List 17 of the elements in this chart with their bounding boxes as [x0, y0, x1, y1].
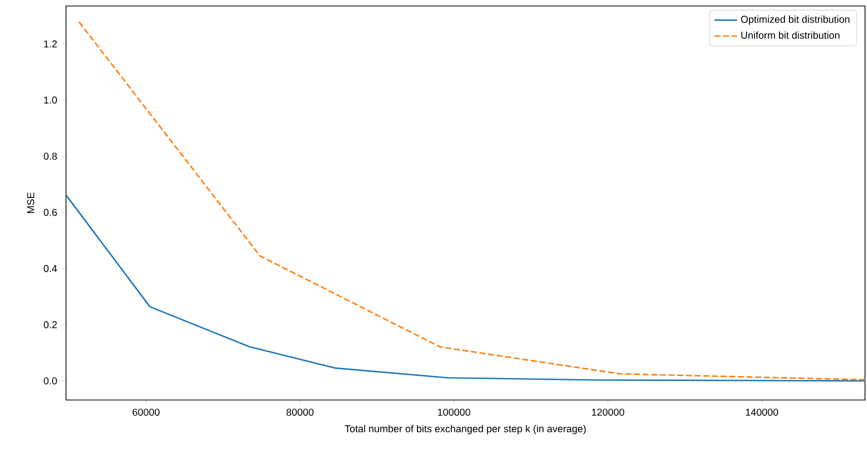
x-axis-title: Total number of bits exchanged per step k (in average): [344, 424, 586, 434]
line-series: [66, 194, 865, 382]
x-tick-label: 120000: [592, 408, 624, 416]
x-tick-label: 140000: [746, 408, 778, 416]
legend-label: Uniform bit distribution: [741, 31, 840, 39]
y-tick-label: 0.6: [44, 208, 57, 216]
y-tick-label: 0.8: [44, 152, 57, 160]
x-tick-label: 60000: [132, 408, 160, 416]
y-tick-label: 1.2: [44, 40, 57, 48]
y-tick-label: 0.4: [44, 265, 58, 272]
x-tick-label: 80000: [286, 408, 314, 416]
y-tick-label: 0.2: [44, 321, 57, 328]
y-axis-title: MSE: [27, 192, 34, 214]
legend-label: Optimized bit distribution: [741, 16, 850, 25]
y-tick-label: 0.0: [44, 377, 57, 384]
x-tick-label: 100000: [438, 408, 470, 416]
y-tick-label: 1.0: [44, 96, 57, 104]
